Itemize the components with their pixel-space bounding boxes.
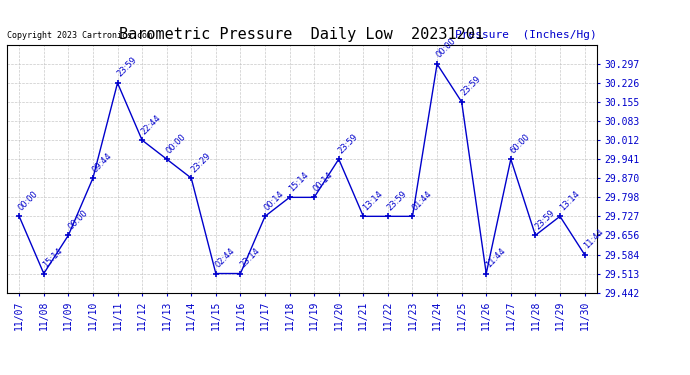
Text: 11:44: 11:44 bbox=[484, 246, 507, 269]
Text: 00:00: 00:00 bbox=[66, 208, 89, 231]
Text: 11:44: 11:44 bbox=[582, 227, 606, 251]
Text: 22:44: 22:44 bbox=[140, 113, 163, 136]
Text: Copyright 2023 Cartronics.com: Copyright 2023 Cartronics.com bbox=[7, 31, 152, 40]
Text: 09:44: 09:44 bbox=[91, 151, 114, 174]
Text: 23:14: 23:14 bbox=[238, 246, 262, 269]
Text: 23:59: 23:59 bbox=[460, 75, 483, 98]
Text: 23:29: 23:29 bbox=[189, 151, 213, 174]
Text: 23:59: 23:59 bbox=[115, 56, 139, 79]
Text: 00:14: 00:14 bbox=[312, 170, 335, 193]
Text: 23:59: 23:59 bbox=[386, 189, 409, 212]
Text: 00:00: 00:00 bbox=[435, 37, 458, 60]
Text: 15:14: 15:14 bbox=[41, 246, 65, 269]
Text: 01:44: 01:44 bbox=[411, 189, 433, 212]
Text: 15:14: 15:14 bbox=[288, 170, 310, 193]
Text: 02:44: 02:44 bbox=[214, 246, 237, 269]
Text: 23:59: 23:59 bbox=[337, 132, 359, 155]
Text: Pressure  (Inches/Hg): Pressure (Inches/Hg) bbox=[455, 30, 597, 40]
Text: 23:59: 23:59 bbox=[533, 208, 556, 231]
Text: 00:14: 00:14 bbox=[263, 189, 286, 212]
Text: 13:14: 13:14 bbox=[361, 189, 384, 212]
Text: 13:14: 13:14 bbox=[558, 189, 581, 212]
Title: Barometric Pressure  Daily Low  20231201: Barometric Pressure Daily Low 20231201 bbox=[119, 27, 484, 42]
Text: 00:00: 00:00 bbox=[17, 189, 40, 212]
Text: 60:00: 60:00 bbox=[509, 132, 532, 155]
Text: 00:00: 00:00 bbox=[164, 132, 188, 155]
